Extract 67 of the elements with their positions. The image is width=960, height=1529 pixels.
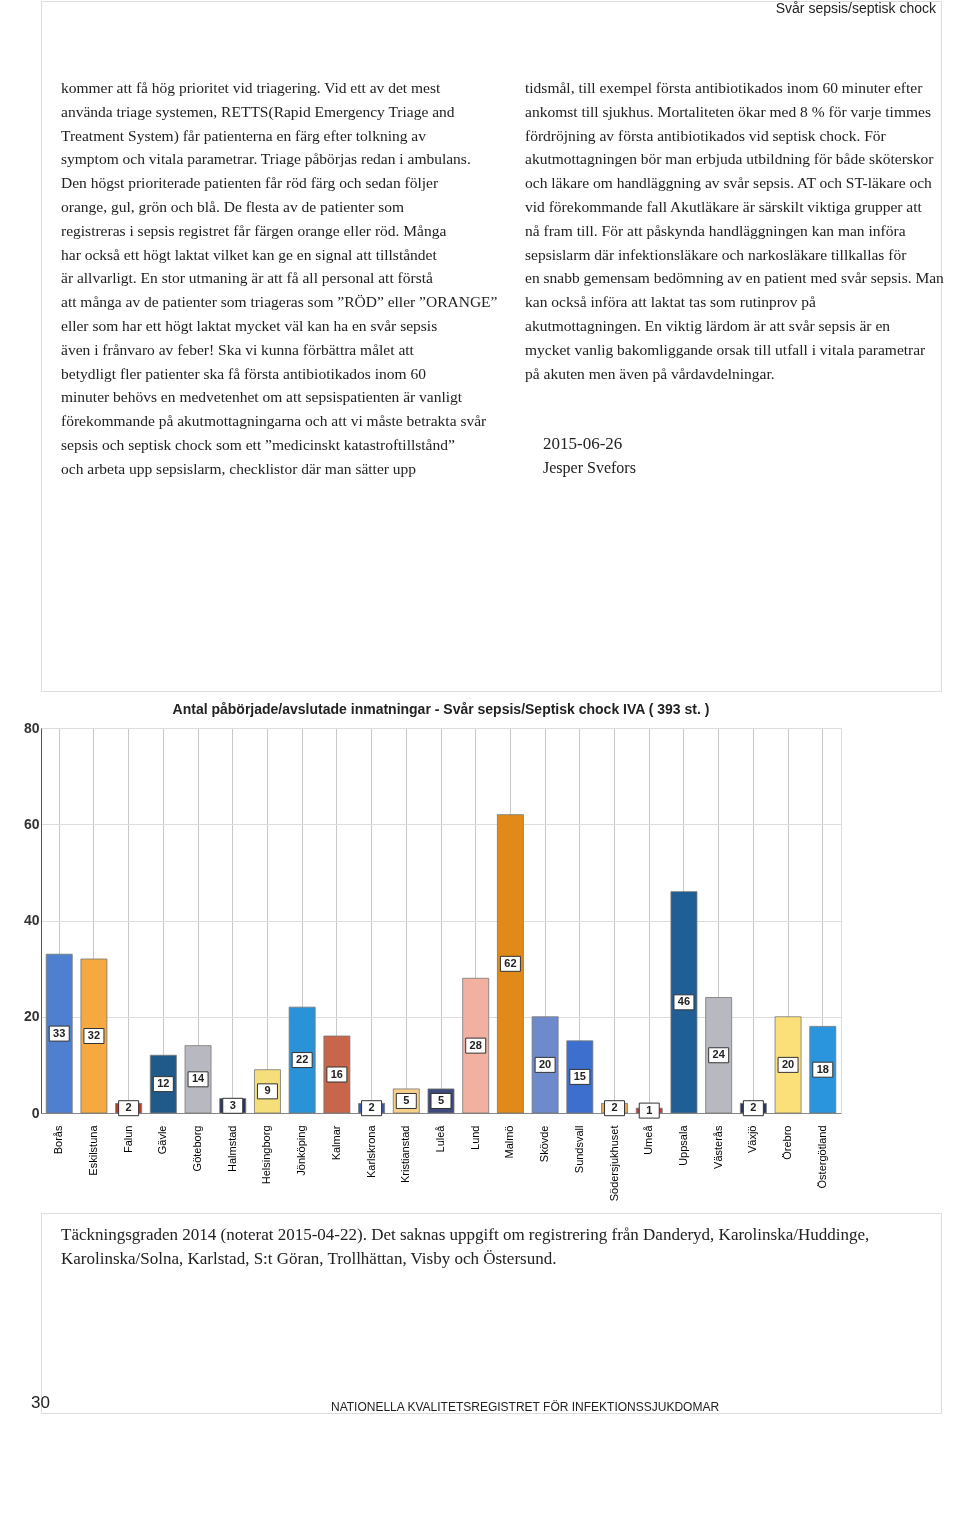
data-label: 46 — [677, 995, 691, 1008]
x-tick-label: Västerås — [711, 1125, 724, 1169]
x-tick-label: Uppsala — [676, 1124, 689, 1166]
x-tick-label: Sundsvall — [572, 1125, 585, 1174]
data-label: 33 — [53, 1026, 66, 1039]
data-label: 5 — [403, 1093, 410, 1106]
data-label: 3 — [229, 1098, 236, 1111]
data-label: 32 — [87, 1029, 101, 1041]
x-tick-label: Kalmar — [329, 1125, 342, 1161]
bar — [45, 953, 73, 1114]
text: 30 — [31, 1393, 50, 1412]
data-label: 62 — [504, 956, 517, 969]
x-tick-label: Malmö — [503, 1125, 516, 1159]
x-tick-label: Göteborg — [191, 1125, 204, 1172]
x-tick-label: Skövde — [538, 1125, 551, 1163]
data-label: 28 — [469, 1038, 482, 1051]
data-label: 20 — [781, 1057, 795, 1070]
bar — [462, 977, 490, 1114]
data-label: 14 — [191, 1072, 206, 1085]
x-tick-label: Helsingborg — [260, 1125, 273, 1185]
text: NATIONELLA KVALITETSREGISTRET FÖR INFEKTIONSSJUKDOMAR — [331, 1400, 720, 1414]
data-label: 12 — [157, 1077, 170, 1090]
text: Jesper Svefors — [543, 459, 636, 477]
x-tick-label: Umeå — [642, 1124, 655, 1155]
data-label: 9 — [264, 1084, 271, 1097]
data-label: 24 — [712, 1048, 726, 1061]
x-tick-label: Falun — [121, 1125, 134, 1154]
x-tick-label: Eskilstuna — [86, 1124, 99, 1176]
data-label: 5 — [437, 1093, 445, 1106]
x-tick-label: Borås — [52, 1125, 65, 1155]
bar — [288, 1006, 316, 1114]
text: 2015-06-26 — [543, 434, 623, 453]
data-label: 2 — [611, 1101, 618, 1114]
x-tick-label: Jönköping — [295, 1125, 308, 1176]
data-label: 22 — [296, 1053, 309, 1066]
x-tick-label: Gävle — [156, 1125, 169, 1155]
data-label: 15 — [573, 1069, 586, 1082]
data-label: 2 — [125, 1101, 132, 1114]
text: Svår sepsis/septisk chock — [775, 0, 937, 16]
data-label: 20 — [539, 1057, 552, 1070]
data-label: 18 — [816, 1062, 829, 1075]
y-tick-label: 0 — [31, 1104, 40, 1121]
text: tidsmål, till exempel första antibiotikados inom 60 minuter efter ankomst till sjukhus. Mortaliteten ökar med 8 % för varje timmes fördröjning av första antibiotikados vid septisk chock. För akutmottagningen bör man erbjuda utbildning för både sköterskor och läkare om handläggning av svår sepsis. AT och ST-läkare och vid förekommande fall Akutläkare är särskilt viktiga grupper att nå fram till. För att påskynda handläggningen kan man införa sepsislarm där infektionsläkare och narkosläkare tillkallas för en snabb gemensam bedömning av en patient med svår sepsis. Man kan också införa att laktat tas som rutinprov på akutmottagningen. En viktig lärdom är att svår sepsis är en mycket vanlig bakomliggande orsak till utfall i vitala parametrar på akuten men även på vårdavdelningar. — [525, 79, 944, 382]
y-tick-label: 80 — [23, 719, 40, 736]
chart-title: Antal påbörjade/avslutade inmatningar - Svår sepsis/Septisk chock IVA ( 393 st. ) — [172, 701, 710, 717]
text: kommer att få hög prioritet vid triagering. Vid ett av det mest använda triage systemen, RETTS(Rapid Emergency Triage and Treatment System) får patienterna en färg efter tolkning av symptom och vitala parametrar. Triage påbörjas redan i ambulans. Den högst prioriterade patienten får röd färg och sedan följer orange, gul, grön och blå. De flesta av de patienter som registreras i sepsis registret får färgen orange eller röd. Många har också ett högt laktat vilket kan ge en signal att tillståndet är allvarligt. En stor utmaning är att få all personal att förstå att många av de patienter som triageras som ”RÖD” eller ”ORANGE” eller som har ett högt laktat mycket väl kan ha en svår sepsis även i frånvaro av feber! Ska vi kunna förbättra målet att betydligt fler patienter ska få första antibiotikados inom 60 minuter behövs en medvetenhet om att sepsispatienten är vanligt förekommande på akutmottagningarna och att vi måste betrakta svår sepsis och septisk chock som ett ”medicinskt katastroftillstånd” och arbeta upp sepsislarm, checklistor där man sätter upp — [61, 79, 498, 477]
x-tick-label: Örebro — [781, 1125, 794, 1160]
x-tick-label: Lund — [468, 1125, 481, 1150]
x-tick-label: Östergötland — [815, 1125, 828, 1189]
y-tick-label: 60 — [23, 815, 40, 832]
x-tick-label: Karlskrona — [364, 1124, 377, 1179]
text: Täckningsgraden 2014 (noterat 2015-04-22). Det saknas uppgift om registrering från Danderyd, Karolinska/Huddinge, Karolinska/Solna, Karlstad, S:t Göran, Trollhättan, Visby och Östersund. — [61, 1225, 870, 1268]
x-tick-label: Luleå — [434, 1124, 446, 1153]
data-label: 2 — [368, 1101, 375, 1114]
data-label: 16 — [330, 1067, 343, 1080]
data-label: 2 — [750, 1101, 757, 1114]
y-tick-label: 40 — [23, 912, 40, 928]
bar — [670, 891, 698, 1114]
bar — [80, 958, 108, 1114]
x-tick-label: Södersjukhuset — [607, 1125, 620, 1202]
x-tick-label: Kristianstad — [399, 1125, 412, 1183]
x-tick-label: Halmstad — [225, 1125, 238, 1172]
x-tick-label: Växjö — [746, 1125, 759, 1154]
data-label: 1 — [646, 1103, 653, 1116]
bar — [705, 997, 733, 1114]
bar — [497, 814, 524, 1114]
y-tick-label: 20 — [23, 1008, 40, 1025]
